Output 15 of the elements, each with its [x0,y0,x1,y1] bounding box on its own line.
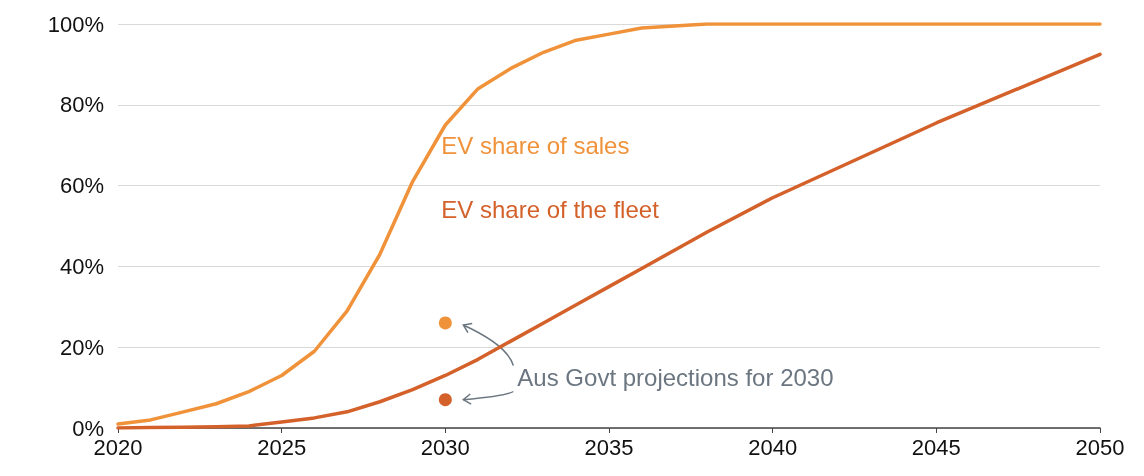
x-tick-label: 2040 [748,434,798,460]
y-tick-label: 20% [59,334,104,360]
x-tick-label: 2035 [584,434,634,460]
y-tick-label: 80% [59,92,104,118]
x-tick-label: 2030 [420,434,470,460]
series-label: EV share of sales [441,131,630,159]
annotation: Aus Govt projections for 2030 [517,364,834,391]
y-tick-label: 100% [47,11,104,37]
y-tick-label: 0% [72,415,104,441]
series-label: EV share of the fleet [441,196,660,224]
x-tick-label: 2050 [1075,434,1125,460]
x-tick-label: 2045 [911,434,961,460]
y-tick-label: 40% [59,253,104,279]
y-tick-label: 60% [59,173,104,199]
x-tick-label: 2025 [257,434,307,460]
